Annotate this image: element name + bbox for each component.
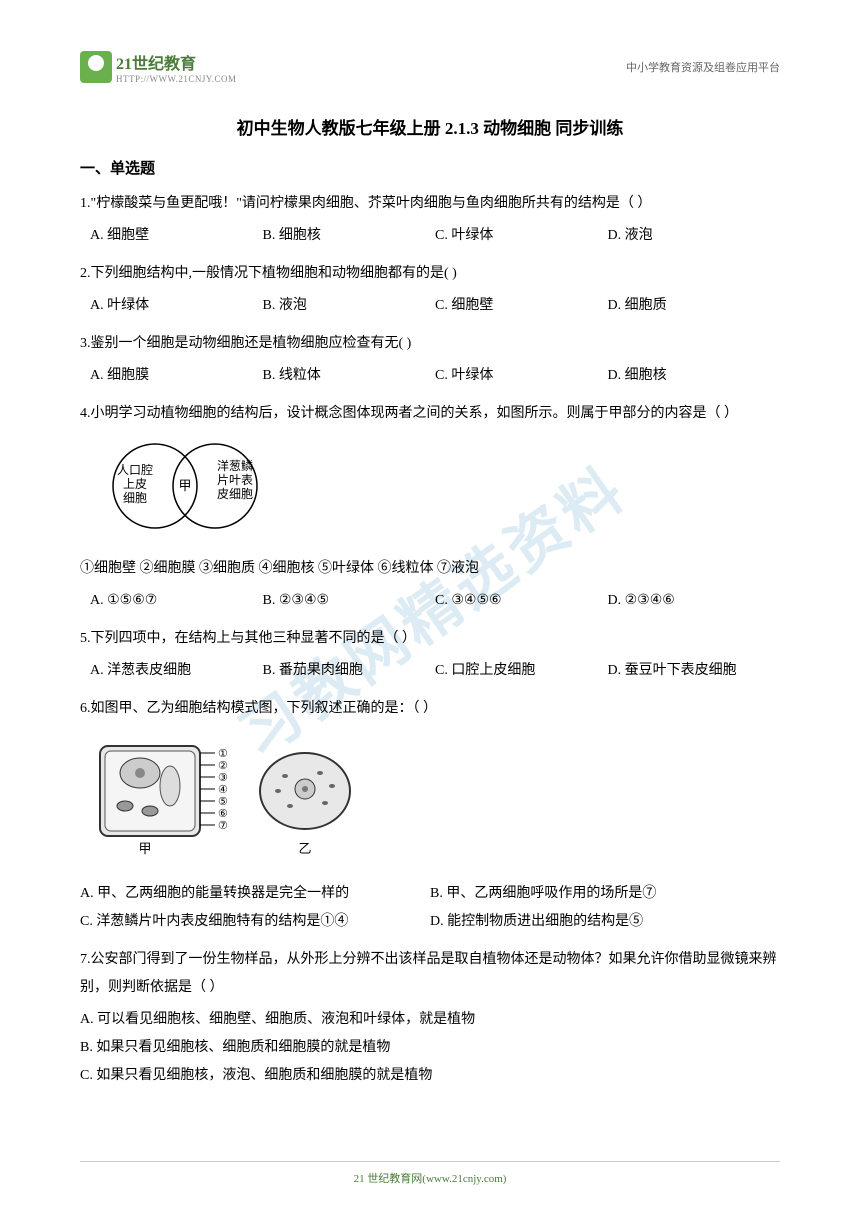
question-7-text: 7.公安部门得到了一份生物样品，从外形上分辨不出该样品是取自植物体还是动物体？如… xyxy=(80,946,780,1002)
svg-text:乙: 乙 xyxy=(298,841,311,856)
question-4-options: A. ①⑤⑥⑦ B. ②③④⑤ C. ③④⑤⑥ D. ②③④⑥ xyxy=(80,587,780,615)
question-4-circled: ①细胞壁 ②细胞膜 ③细胞质 ④细胞核 ⑤叶绿体 ⑥线粒体 ⑦液泡 xyxy=(80,555,780,583)
svg-text:甲: 甲 xyxy=(178,478,191,493)
question-3-text: 3.鉴别一个细胞是动物细胞还是植物细胞应检查有无( ) xyxy=(80,330,780,358)
question-6: 6.如图甲、乙为细胞结构模式图，下列叙述正确的是：（ ） ① ② ③ ④ xyxy=(80,695,780,936)
option-c: C. 洋葱鳞片叶内表皮细胞特有的结构是①④ xyxy=(80,908,430,936)
svg-text:③: ③ xyxy=(218,772,228,784)
content-wrapper: 21世纪教育 HTTP://WWW.21CNJY.COM 中小学教育资源及组卷应… xyxy=(80,50,780,1090)
option-b: B. 如果只看见细胞核、细胞质和细胞膜的就是植物 xyxy=(80,1034,780,1062)
page-header: 21世纪教育 HTTP://WWW.21CNJY.COM 中小学教育资源及组卷应… xyxy=(80,50,780,84)
logo-main-text: 21世纪教育 xyxy=(116,50,237,74)
svg-text:⑤: ⑤ xyxy=(218,796,228,808)
question-2-text: 2.下列细胞结构中,一般情况下植物细胞和动物细胞都有的是( ) xyxy=(80,260,780,288)
option-b: B. 线粒体 xyxy=(263,362,436,390)
option-d: D. 蚕豆叶下表皮细胞 xyxy=(608,657,781,685)
option-d: D. 能控制物质进出细胞的结构是⑤ xyxy=(430,908,780,936)
option-c: C. 叶绿体 xyxy=(435,222,608,250)
question-5-options: A. 洋葱表皮细胞 B. 番茄果肉细胞 C. 口腔上皮细胞 D. 蚕豆叶下表皮细… xyxy=(80,657,780,685)
option-b: B. 番茄果肉细胞 xyxy=(263,657,436,685)
page-footer: 21 世纪教育网(www.21cnjy.com) xyxy=(80,1161,780,1186)
question-7: 7.公安部门得到了一份生物样品，从外形上分辨不出该样品是取自植物体还是动物体？如… xyxy=(80,946,780,1090)
svg-text:洋葱鳞: 洋葱鳞 xyxy=(217,458,253,473)
question-1-options: A. 细胞壁 B. 细胞核 C. 叶绿体 D. 液泡 xyxy=(80,222,780,250)
svg-text:人口腔: 人口腔 xyxy=(117,462,153,477)
svg-text:上皮: 上皮 xyxy=(123,477,147,491)
option-a: A. 可以看见细胞核、细胞壁、细胞质、液泡和叶绿体，就是植物 xyxy=(80,1006,780,1034)
venn-diagram: 人口腔 上皮 细胞 甲 洋葱鳞 片叶表 皮细胞 xyxy=(90,436,780,547)
svg-text:②: ② xyxy=(218,760,228,772)
svg-text:皮细胞: 皮细胞 xyxy=(217,487,253,501)
question-2-options: A. 叶绿体 B. 液泡 C. 细胞壁 D. 细胞质 xyxy=(80,292,780,320)
option-d: D. 细胞核 xyxy=(608,362,781,390)
question-7-options: A. 可以看见细胞核、细胞壁、细胞质、液泡和叶绿体，就是植物 B. 如果只看见细… xyxy=(80,1006,780,1090)
question-4-text: 4.小明学习动植物细胞的结构后，设计概念图体现两者之间的关系，如图所示。则属于甲… xyxy=(80,400,780,428)
svg-text:细胞: 细胞 xyxy=(123,491,147,505)
option-d: D. 液泡 xyxy=(608,222,781,250)
question-6-text: 6.如图甲、乙为细胞结构模式图，下列叙述正确的是：（ ） xyxy=(80,695,780,723)
logo-icon xyxy=(80,51,112,83)
logo-sub-text: HTTP://WWW.21CNJY.COM xyxy=(116,74,237,84)
logo-text: 21世纪教育 HTTP://WWW.21CNJY.COM xyxy=(116,50,237,84)
section-title: 一、单选题 xyxy=(80,157,780,178)
option-c: C. 口腔上皮细胞 xyxy=(435,657,608,685)
svg-text:④: ④ xyxy=(218,784,228,796)
question-2: 2.下列细胞结构中,一般情况下植物细胞和动物细胞都有的是( ) A. 叶绿体 B… xyxy=(80,260,780,320)
option-a: A. 细胞膜 xyxy=(90,362,263,390)
question-3-options: A. 细胞膜 B. 线粒体 C. 叶绿体 D. 细胞核 xyxy=(80,362,780,390)
option-b: B. 细胞核 xyxy=(263,222,436,250)
svg-text:⑥: ⑥ xyxy=(218,808,228,820)
option-b: B. 甲、乙两细胞呼吸作用的场所是⑦ xyxy=(430,880,780,908)
option-d: D. ②③④⑥ xyxy=(608,587,781,615)
option-b: B. ②③④⑤ xyxy=(263,587,436,615)
option-a: A. 细胞壁 xyxy=(90,222,263,250)
logo: 21世纪教育 HTTP://WWW.21CNJY.COM xyxy=(80,50,237,84)
svg-text:①: ① xyxy=(218,748,228,760)
question-6-options: A. 甲、乙两细胞的能量转换器是完全一样的 B. 甲、乙两细胞呼吸作用的场所是⑦… xyxy=(80,880,780,936)
option-a: A. 洋葱表皮细胞 xyxy=(90,657,263,685)
option-d: D. 细胞质 xyxy=(608,292,781,320)
question-5: 5.下列四项中，在结构上与其他三种显著不同的是（ ） A. 洋葱表皮细胞 B. … xyxy=(80,625,780,685)
question-1: 1."柠檬酸菜与鱼更配哦！"请问柠檬果肉细胞、芥菜叶肉细胞与鱼肉细胞所共有的结构… xyxy=(80,190,780,250)
question-3: 3.鉴别一个细胞是动物细胞还是植物细胞应检查有无( ) A. 细胞膜 B. 线粒… xyxy=(80,330,780,390)
option-a: A. 甲、乙两细胞的能量转换器是完全一样的 xyxy=(80,880,430,908)
svg-text:⑦: ⑦ xyxy=(218,820,228,832)
option-a: A. 叶绿体 xyxy=(90,292,263,320)
option-c: C. 细胞壁 xyxy=(435,292,608,320)
question-1-text: 1."柠檬酸菜与鱼更配哦！"请问柠檬果肉细胞、芥菜叶肉细胞与鱼肉细胞所共有的结构… xyxy=(80,190,780,218)
cell-diagram: ① ② ③ ④ ⑤ ⑥ ⑦ 甲 xyxy=(90,731,780,872)
header-right-text: 中小学教育资源及组卷应用平台 xyxy=(626,59,780,75)
question-4: 4.小明学习动植物细胞的结构后，设计概念图体现两者之间的关系，如图所示。则属于甲… xyxy=(80,400,780,615)
svg-text:片叶表: 片叶表 xyxy=(217,473,253,487)
option-c: C. 叶绿体 xyxy=(435,362,608,390)
option-b: B. 液泡 xyxy=(263,292,436,320)
svg-text:甲: 甲 xyxy=(138,841,151,856)
document-title: 初中生物人教版七年级上册 2.1.3 动物细胞 同步训练 xyxy=(80,114,780,139)
option-a: A. ①⑤⑥⑦ xyxy=(90,587,263,615)
option-c: C. 如果只看见细胞核，液泡、细胞质和细胞膜的就是植物 xyxy=(80,1062,780,1090)
option-c: C. ③④⑤⑥ xyxy=(435,587,608,615)
question-5-text: 5.下列四项中，在结构上与其他三种显著不同的是（ ） xyxy=(80,625,780,653)
